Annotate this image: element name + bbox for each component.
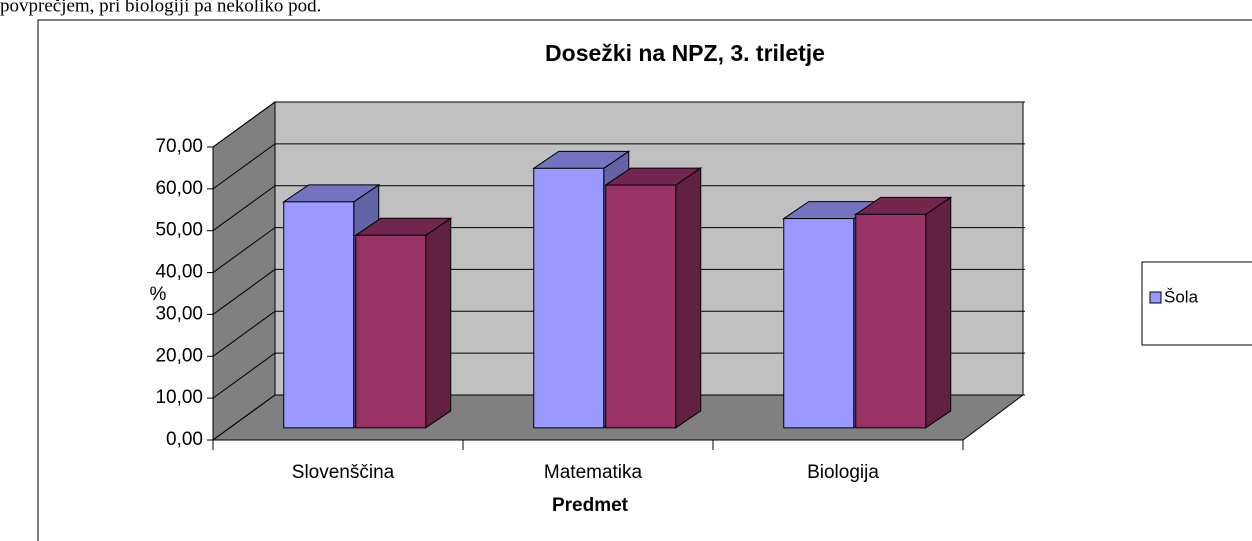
grid-line	[212, 352, 1025, 399]
y-tick-label: 0,00	[166, 429, 203, 450]
y-tick-label: 50,00	[155, 220, 203, 241]
x-tick-label: Matematika	[544, 462, 643, 483]
bar	[605, 184, 677, 429]
grid-line	[212, 310, 1025, 357]
grid-line	[212, 268, 1025, 315]
grid-line	[212, 227, 1025, 273]
y-tick-label: 20,00	[155, 345, 203, 366]
bar-side	[925, 196, 952, 429]
x-axis-title: Predmet	[552, 495, 629, 516]
y-axis-title: %	[150, 284, 167, 305]
y-tick-label: 60,00	[155, 178, 203, 199]
grid-line	[212, 394, 1025, 441]
legend-swatch	[1149, 291, 1162, 304]
page-text: povprečjem, pri biologiji pa nekoliko po…	[0, 0, 321, 16]
x-tick-label: Slovenščina	[292, 462, 395, 483]
bar	[783, 218, 855, 429]
bar	[355, 234, 427, 429]
y-tick-label: 70,00	[155, 136, 203, 157]
bar-side	[675, 167, 702, 429]
y-tick-label: 10,00	[155, 387, 203, 408]
bar	[283, 201, 355, 429]
side-wall	[212, 101, 276, 441]
chart-title: Dosežki na NPZ, 3. triletje	[545, 40, 825, 66]
bar	[855, 213, 927, 429]
grid-line	[212, 185, 1025, 232]
grid-line	[212, 101, 1025, 148]
bar	[533, 167, 605, 429]
x-tick-label: Biologija	[807, 462, 879, 483]
y-tick-label: 30,00	[155, 303, 203, 324]
grid-line	[212, 143, 1025, 190]
bar-side	[425, 217, 452, 429]
legend-label: Šola	[1164, 287, 1199, 306]
y-tick-label: 40,00	[155, 262, 203, 283]
